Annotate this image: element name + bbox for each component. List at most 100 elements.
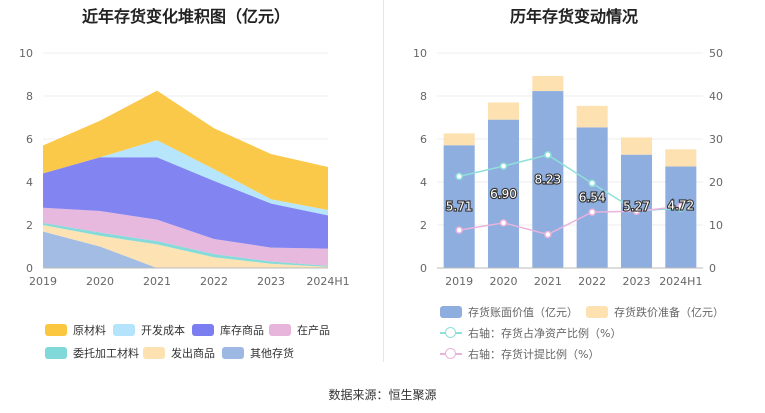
legend-swatch-wip: [269, 324, 291, 336]
data-source-note: 数据来源：恒生聚源: [328, 388, 437, 402]
bar-reserve: [443, 133, 475, 146]
area-other: [43, 231, 328, 268]
legend-label-reserve: 存货跌价准备（亿元）: [614, 306, 724, 319]
legend-label-other-inventory: 其他存货: [250, 347, 294, 360]
legend-swatch-book-value: [440, 306, 462, 318]
right-x-tick-label: 2020: [490, 275, 518, 288]
left-y-tick-label: 0: [26, 262, 33, 275]
bar-reserve: [487, 102, 520, 120]
right-y-tick-label: 10: [413, 47, 427, 60]
left-y-tick-label: 4: [26, 176, 33, 189]
panel-divider: [383, 0, 384, 362]
legend-item-dev-cost[interactable]: 开发成本: [113, 322, 185, 338]
area-dev: [43, 140, 328, 216]
area-inventory: [43, 157, 328, 249]
right-y2-tick-label: 20: [709, 176, 723, 189]
legend-swatch-raw-material: [45, 324, 67, 336]
point-line_reserve: [677, 202, 685, 211]
legend-swatch-dev-cost: [113, 324, 135, 336]
point-line_assets: [588, 179, 596, 188]
bar-book-value: [576, 127, 608, 268]
point-line_reserve: [588, 208, 596, 216]
legend-label-reserve-ratio: 右轴：存货计提比例（%）: [468, 348, 600, 361]
point-line_assets: [455, 172, 463, 181]
point-line_reserve: [632, 207, 641, 215]
legend-label-raw-material: 原材料: [73, 324, 106, 337]
area-wip: [43, 207, 328, 266]
left-y-tick-label: 8: [26, 90, 33, 103]
left-chart-title: 近年存货变化堆积图（亿元）: [82, 7, 291, 26]
legend-line-reserve-ratio: [440, 348, 462, 360]
left-x-tick-label: 2019: [29, 275, 57, 288]
bar-data-label: 6.54: [579, 191, 606, 205]
legend-item-shipped-goods[interactable]: 发出商品: [143, 345, 215, 361]
point-line_reserve: [455, 226, 463, 234]
left-y-tick-label: 6: [26, 133, 33, 146]
bar-book-value: [532, 91, 564, 269]
bar-reserve: [620, 137, 653, 155]
bar-book-value: [665, 166, 697, 268]
right-x-tick-label: 2019: [445, 275, 473, 288]
right-x-tick-label: 2023: [623, 275, 651, 288]
legend-label-consign-material: 委托加工材料: [73, 347, 139, 360]
legend-label-wip: 在产品: [297, 324, 330, 337]
right-x-tick-label: 2024H1: [659, 275, 702, 288]
right-y-tick-label: 0: [420, 262, 427, 275]
legend-item-assets-ratio[interactable]: 右轴：存货占净资产比例（%）: [440, 325, 621, 341]
point-line_reserve: [544, 230, 552, 239]
right-y2-tick-label: 10: [709, 219, 723, 232]
bar-data-label: 4.72: [667, 198, 694, 212]
legend-label-assets-ratio: 右轴：存货占净资产比例（%）: [468, 327, 622, 340]
left-x-tick-label: 2022: [200, 275, 228, 288]
legend-label-inventory-goods: 库存商品: [220, 324, 264, 337]
right-x-tick-label: 2022: [578, 275, 606, 288]
legend-item-book-value[interactable]: 存货账面价值（亿元）: [440, 304, 578, 320]
right-y-tick-label: 6: [420, 133, 427, 146]
bar-data-label: 6.90: [490, 187, 517, 201]
right-x-tick-label: 2021: [534, 275, 562, 288]
area-raw: [43, 90, 328, 210]
right-chart-title: 历年存货变动情况: [510, 7, 639, 26]
bar-reserve: [576, 105, 608, 128]
legend-item-wip[interactable]: 在产品: [269, 322, 330, 338]
bar-book-value: [487, 119, 520, 269]
right-y-tick-label: 4: [420, 176, 427, 189]
bar-data-label: 5.27: [623, 199, 650, 213]
legend-item-reserve[interactable]: 存货跌价准备（亿元）: [586, 304, 724, 320]
legend-item-consign-material[interactable]: 委托加工材料: [45, 345, 139, 361]
legend-item-reserve-ratio[interactable]: 右轴：存货计提比例（%）: [440, 346, 599, 362]
line-line_reserve: [459, 205, 681, 236]
legend-item-inventory-goods[interactable]: 库存商品: [192, 322, 264, 338]
right-y2-tick-label: 0: [709, 262, 716, 275]
legend-label-book-value: 存货账面价值（亿元）: [468, 306, 578, 319]
right-y-tick-label: 2: [420, 219, 427, 232]
legend-swatch-other-inventory: [222, 347, 244, 359]
left-x-tick-label: 2024H1: [306, 275, 349, 288]
point-line_assets: [544, 151, 552, 159]
area-shipped: [43, 225, 328, 268]
legend-swatch-shipped-goods: [143, 347, 165, 359]
legend-swatch-inventory-goods: [192, 324, 214, 336]
legend-swatch-consign-material: [45, 347, 67, 359]
bar-data-label: 8.23: [534, 173, 561, 187]
left-y-tick-label: 2: [26, 219, 33, 232]
legend-item-raw-material[interactable]: 原材料: [45, 322, 106, 338]
point-line_assets: [499, 162, 508, 170]
legend-item-other-inventory[interactable]: 其他存货: [222, 345, 294, 361]
bar-reserve: [665, 149, 697, 167]
bar-book-value: [443, 145, 475, 268]
legend-line-assets-ratio: [440, 327, 462, 339]
right-y2-tick-label: 50: [709, 47, 723, 60]
left-x-tick-label: 2021: [143, 275, 171, 288]
left-y-tick-label: 10: [19, 47, 33, 60]
bar-reserve: [532, 76, 564, 92]
legend-swatch-reserve: [586, 306, 608, 318]
right-y2-tick-label: 30: [709, 133, 723, 146]
legend-label-shipped-goods: 发出商品: [171, 347, 215, 360]
legend-label-dev-cost: 开发成本: [141, 324, 185, 337]
bar-data-label: 5.71: [446, 200, 473, 214]
point-line_reserve: [499, 219, 508, 227]
right-y-tick-label: 8: [420, 90, 427, 103]
left-x-tick-label: 2023: [257, 275, 285, 288]
